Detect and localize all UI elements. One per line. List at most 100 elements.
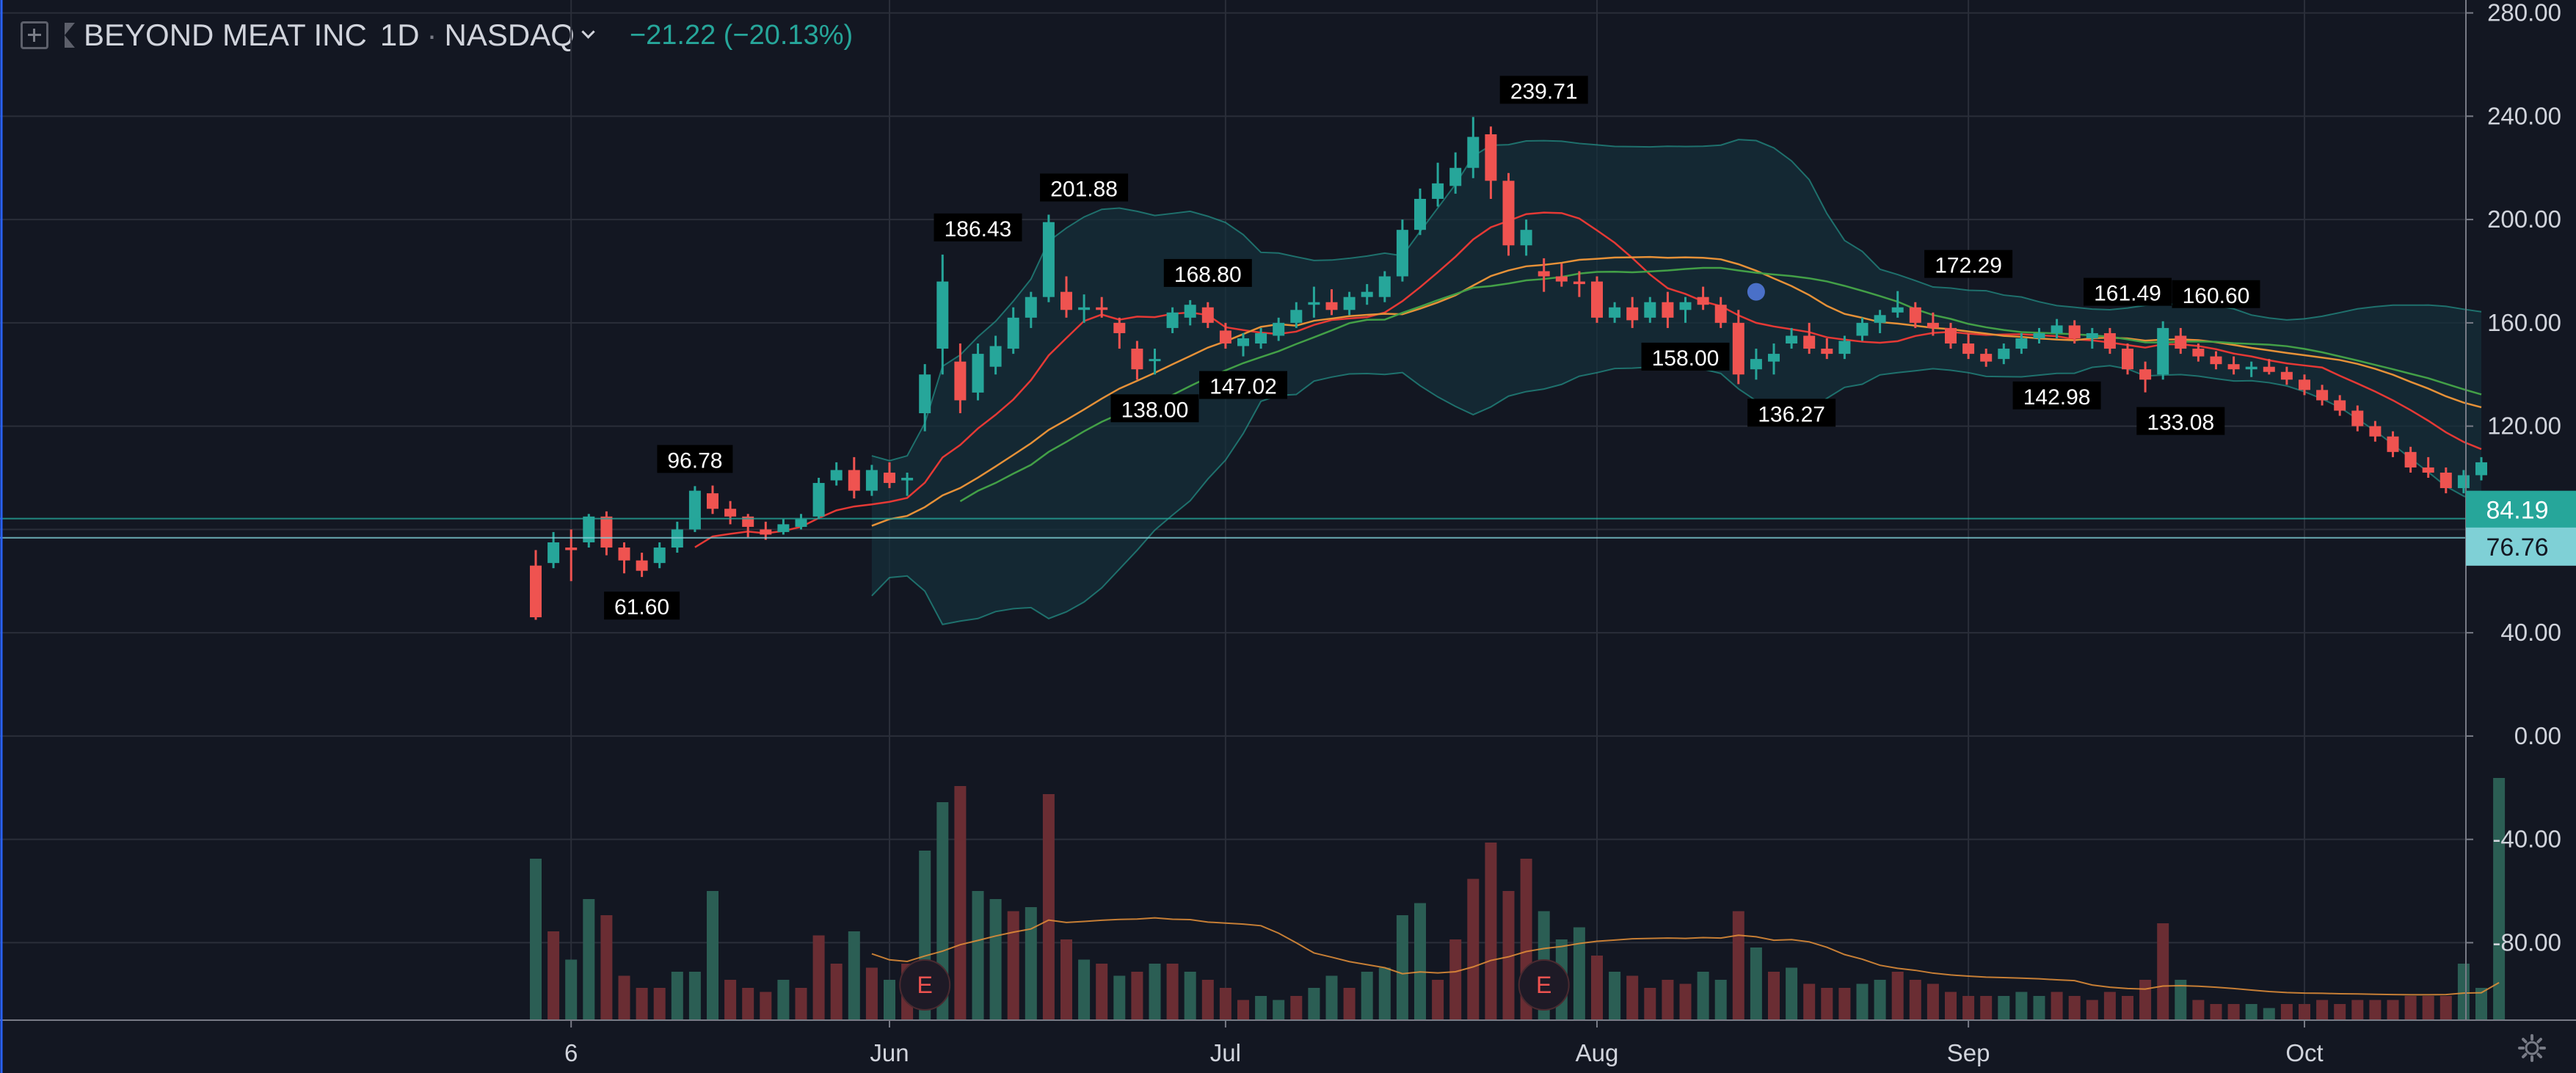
candle-body bbox=[1644, 302, 1656, 318]
price-axis-label: 40.00 bbox=[2500, 619, 2561, 646]
interval[interactable]: 1D bbox=[379, 18, 420, 52]
volume-bar bbox=[2404, 996, 2417, 1020]
volume-bar bbox=[1184, 972, 1196, 1020]
volume-bar bbox=[1485, 843, 1497, 1020]
earnings-marker bbox=[1518, 959, 1570, 1011]
annotation-box bbox=[1499, 76, 1588, 104]
volume-bar bbox=[1467, 879, 1480, 1020]
candle-body bbox=[1980, 354, 1993, 362]
volume-bar bbox=[1609, 972, 1621, 1020]
volume-bar bbox=[2157, 923, 2169, 1020]
price-tag bbox=[2466, 527, 2576, 566]
volume-bar bbox=[2122, 996, 2133, 1020]
volume-bar bbox=[1697, 972, 1709, 1020]
volume-bar bbox=[1626, 975, 1639, 1020]
volume-bar bbox=[1573, 927, 1585, 1020]
volume-bar bbox=[865, 967, 878, 1020]
volume-bar bbox=[1679, 983, 1692, 1020]
volume-bar bbox=[2351, 1000, 2364, 1020]
time-axis-label: Jul bbox=[1210, 1039, 1241, 1066]
candle-body bbox=[1485, 134, 1497, 181]
volume-ma-line bbox=[871, 917, 2500, 996]
volume-bar bbox=[1856, 983, 1869, 1020]
volume-bar bbox=[636, 988, 648, 1020]
candle-body bbox=[2210, 356, 2222, 365]
candle-body bbox=[1432, 183, 1444, 199]
candle-body bbox=[1184, 305, 1196, 318]
candle-body bbox=[1255, 332, 1267, 344]
gear-icon[interactable] bbox=[2517, 1033, 2547, 1063]
candle-body bbox=[1768, 354, 1780, 362]
candle-body bbox=[2068, 325, 2081, 338]
candle-body bbox=[583, 516, 595, 542]
annotation-box bbox=[1199, 371, 1287, 399]
candle-body bbox=[1821, 349, 1833, 354]
annotation-box bbox=[1040, 173, 1129, 202]
volume-bar bbox=[1131, 972, 1143, 1020]
annotation-box bbox=[1163, 258, 1252, 287]
volume-bar bbox=[1891, 972, 1904, 1020]
earnings-marker bbox=[899, 959, 951, 1011]
candle-body bbox=[1361, 291, 1373, 297]
volume-bar bbox=[1273, 1000, 1285, 1020]
volume-bar bbox=[1007, 911, 1019, 1020]
volume-bar bbox=[1502, 891, 1515, 1020]
volume-bar bbox=[1838, 988, 1851, 1020]
annotation-label: 138.00 bbox=[1121, 398, 1189, 422]
volume-bar bbox=[742, 988, 754, 1020]
volume-bar bbox=[1803, 983, 1816, 1020]
volume-bar bbox=[1786, 967, 1798, 1020]
candle-body bbox=[1786, 335, 1798, 344]
volume-bar bbox=[2103, 992, 2116, 1020]
volume-bar bbox=[2192, 1000, 2205, 1020]
exchange[interactable]: NASDAQ bbox=[444, 18, 575, 52]
candle-body bbox=[2122, 349, 2133, 370]
candle-body bbox=[2263, 366, 2275, 372]
candle-body bbox=[1308, 302, 1320, 305]
volume-bar bbox=[1378, 967, 1391, 1020]
annotation-label: 168.80 bbox=[1174, 263, 1242, 287]
volume-bar bbox=[530, 859, 542, 1020]
earnings-marker-label: E bbox=[1536, 972, 1551, 998]
candle-body bbox=[972, 354, 984, 393]
annotation-label: 96.78 bbox=[667, 448, 722, 473]
candle-body bbox=[1909, 307, 1921, 323]
candle-body bbox=[1396, 230, 1408, 277]
alert-dot bbox=[1747, 283, 1765, 301]
price-axis-label: -40.00 bbox=[2492, 826, 2561, 853]
candle-body bbox=[636, 560, 648, 571]
annotation-label: 133.08 bbox=[2147, 411, 2214, 435]
candle-body bbox=[1219, 330, 1231, 344]
candle-body bbox=[688, 490, 701, 530]
candle-body bbox=[1962, 343, 1975, 354]
candle-body bbox=[1502, 181, 1515, 246]
volume-bar bbox=[1644, 988, 1656, 1020]
price-axis-label: 280.00 bbox=[2487, 0, 2561, 26]
volume-bar bbox=[2316, 1000, 2329, 1020]
time-axis-label: 6 bbox=[564, 1039, 578, 1066]
candle-body bbox=[1273, 322, 1285, 336]
candle-body bbox=[1591, 281, 1603, 318]
candle-body bbox=[1378, 276, 1391, 297]
volume-bar bbox=[1201, 980, 1214, 1020]
flag-icon[interactable] bbox=[65, 23, 75, 48]
volume-bar bbox=[795, 988, 807, 1020]
candle-body bbox=[1449, 167, 1462, 186]
annotation-label: 161.49 bbox=[2094, 282, 2161, 306]
volume-bar bbox=[2068, 996, 2081, 1020]
candle-body bbox=[989, 346, 1002, 367]
volume-bar bbox=[1432, 980, 1444, 1020]
candle-body bbox=[2316, 390, 2329, 401]
price-axis-label: 240.00 bbox=[2487, 102, 2561, 129]
plus-box-icon[interactable] bbox=[21, 21, 48, 49]
volume-bar bbox=[1060, 939, 1072, 1020]
volume-bar bbox=[618, 975, 630, 1020]
volume-bar bbox=[1874, 980, 1886, 1020]
volume-bar bbox=[1237, 1000, 1249, 1020]
annotation-label: 172.29 bbox=[1935, 254, 2002, 278]
candle-body bbox=[618, 548, 630, 561]
symbol-name[interactable]: BEYOND MEAT INC bbox=[84, 18, 367, 52]
volume-bar bbox=[2457, 964, 2470, 1020]
